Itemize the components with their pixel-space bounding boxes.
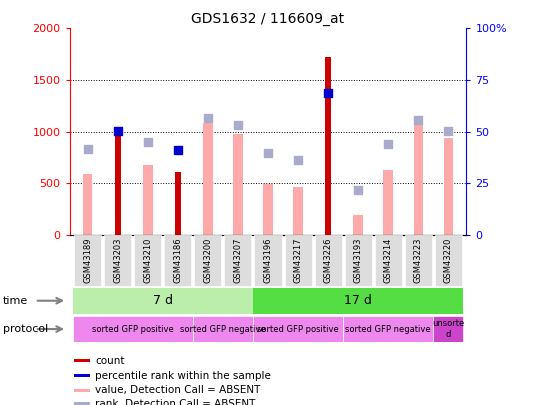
FancyBboxPatch shape — [433, 316, 463, 342]
Text: sorted GFP positive: sorted GFP positive — [92, 324, 174, 334]
FancyBboxPatch shape — [253, 288, 463, 314]
FancyBboxPatch shape — [73, 374, 90, 377]
FancyBboxPatch shape — [435, 235, 462, 286]
Point — [444, 127, 452, 134]
Bar — [263, 184, 273, 235]
Bar — [83, 174, 92, 235]
Text: GSM43226: GSM43226 — [324, 237, 333, 283]
FancyBboxPatch shape — [135, 235, 161, 286]
Text: value, Detection Call = ABSENT: value, Detection Call = ABSENT — [95, 385, 260, 395]
Text: sorted GFP positive: sorted GFP positive — [257, 324, 339, 334]
Text: GSM43200: GSM43200 — [203, 237, 212, 283]
Point — [84, 146, 92, 152]
Bar — [175, 172, 181, 235]
Bar — [115, 134, 121, 235]
Bar — [444, 138, 453, 235]
Point — [114, 127, 122, 134]
FancyBboxPatch shape — [405, 235, 432, 286]
Text: GSM43214: GSM43214 — [384, 237, 393, 283]
Text: GSM43203: GSM43203 — [113, 237, 122, 283]
Bar — [413, 122, 423, 235]
Point — [324, 90, 332, 97]
Bar — [353, 215, 363, 235]
Text: percentile rank within the sample: percentile rank within the sample — [95, 371, 271, 381]
FancyBboxPatch shape — [193, 316, 253, 342]
Point — [234, 122, 242, 129]
Text: GSM43210: GSM43210 — [143, 237, 152, 283]
Text: unsorte
d: unsorte d — [432, 320, 464, 339]
Text: GSM43186: GSM43186 — [173, 237, 182, 283]
Text: 17 d: 17 d — [344, 294, 372, 307]
FancyBboxPatch shape — [73, 388, 90, 392]
Text: GSM43196: GSM43196 — [264, 237, 272, 283]
Point — [384, 141, 392, 147]
Bar — [203, 124, 213, 235]
FancyBboxPatch shape — [165, 235, 191, 286]
Text: sorted GFP negative: sorted GFP negative — [180, 324, 266, 334]
Title: GDS1632 / 116609_at: GDS1632 / 116609_at — [191, 12, 345, 26]
Text: sorted GFP negative: sorted GFP negative — [345, 324, 431, 334]
Bar — [233, 134, 243, 235]
Text: rank, Detection Call = ABSENT: rank, Detection Call = ABSENT — [95, 399, 256, 405]
FancyBboxPatch shape — [225, 235, 251, 286]
Text: GSM43193: GSM43193 — [354, 237, 363, 283]
Text: protocol: protocol — [3, 324, 48, 334]
Bar — [325, 57, 331, 235]
Point — [264, 150, 272, 157]
Text: GSM43207: GSM43207 — [234, 237, 242, 283]
Point — [354, 187, 362, 194]
Point — [204, 115, 212, 122]
Text: GSM43223: GSM43223 — [414, 237, 423, 283]
FancyBboxPatch shape — [345, 235, 371, 286]
Text: GSM43217: GSM43217 — [294, 237, 302, 283]
Bar — [293, 188, 303, 235]
FancyBboxPatch shape — [74, 235, 101, 286]
Text: 7 d: 7 d — [153, 294, 173, 307]
FancyBboxPatch shape — [73, 316, 193, 342]
FancyBboxPatch shape — [375, 235, 401, 286]
FancyBboxPatch shape — [315, 235, 341, 286]
Point — [174, 147, 182, 153]
Text: GSM43189: GSM43189 — [83, 237, 92, 283]
FancyBboxPatch shape — [285, 235, 311, 286]
FancyBboxPatch shape — [343, 316, 433, 342]
Point — [414, 117, 422, 124]
FancyBboxPatch shape — [73, 402, 90, 405]
Point — [144, 139, 152, 145]
FancyBboxPatch shape — [73, 359, 90, 362]
Text: time: time — [3, 296, 28, 306]
FancyBboxPatch shape — [195, 235, 221, 286]
FancyBboxPatch shape — [73, 288, 253, 314]
Text: GSM43220: GSM43220 — [444, 237, 453, 283]
Bar — [143, 165, 153, 235]
Point — [294, 156, 302, 163]
Bar — [383, 170, 393, 235]
FancyBboxPatch shape — [255, 235, 281, 286]
FancyBboxPatch shape — [253, 316, 343, 342]
Text: count: count — [95, 356, 124, 366]
FancyBboxPatch shape — [104, 235, 131, 286]
